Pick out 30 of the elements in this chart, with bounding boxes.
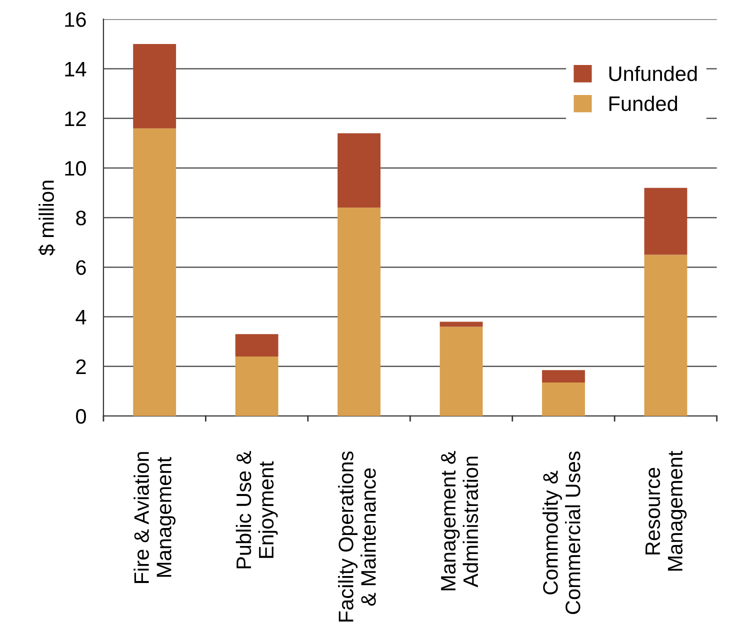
bar [338,133,380,208]
bar [542,382,585,416]
x-tick-label: Commodity & Commercial Uses [542,451,580,614]
bar [133,128,176,416]
y-tick-label: 8 [76,210,86,226]
x-tick-label: Fire & Aviation Management [134,452,176,583]
y-tick-label: 14 [65,62,86,76]
bar [440,326,483,416]
y-tick-label: 12 [65,111,86,126]
bar [235,334,278,356]
bar [338,208,380,416]
y-tick-label: 4 [76,310,86,324]
bar [440,322,483,327]
y-tick-label: 10 [65,161,86,176]
x-tick-label: Public Use & Enjoyment [236,451,278,568]
bar [542,370,585,383]
x-tick-label: Resource Management [646,450,687,571]
bar [133,44,176,128]
bar [644,188,688,255]
x-tick-label: Facility Operations & Maintenance [338,451,376,622]
bar [644,254,688,416]
y-axis-title: $ million [38,180,56,256]
y-tick-label: 0 [76,409,86,424]
y-tick-label: 2 [76,359,86,374]
legend-label: Funded [609,96,678,112]
legend-label: Unfunded [609,66,697,82]
y-tick-label: 6 [76,260,86,275]
y-tick-label: 16 [65,12,86,27]
x-tick-label: Management & Administration [441,451,478,590]
bar [235,356,278,416]
